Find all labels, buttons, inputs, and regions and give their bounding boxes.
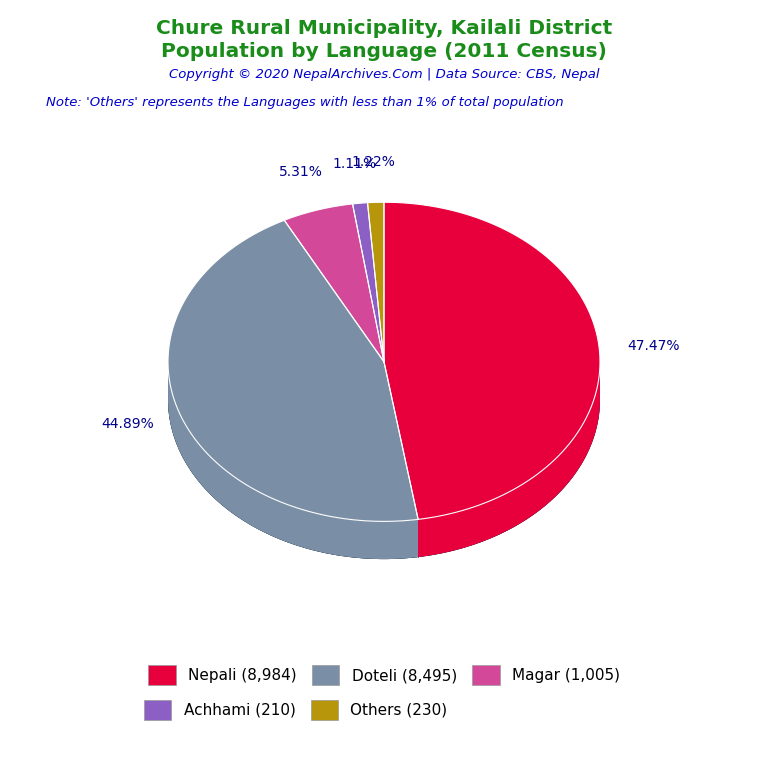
Polygon shape [168,364,418,559]
Text: Copyright © 2020 NepalArchives.Com | Data Source: CBS, Nepal: Copyright © 2020 NepalArchives.Com | Dat… [169,68,599,81]
Text: Note: 'Others' represents the Languages with less than 1% of total population: Note: 'Others' represents the Languages … [46,96,564,109]
Ellipse shape [168,240,600,559]
Polygon shape [384,202,600,519]
Polygon shape [418,364,600,557]
Text: 1.11%: 1.11% [332,157,376,170]
Polygon shape [353,203,384,362]
Text: Population by Language (2011 Census): Population by Language (2011 Census) [161,42,607,61]
Text: Chure Rural Municipality, Kailali District: Chure Rural Municipality, Kailali Distri… [156,19,612,38]
Text: 1.22%: 1.22% [352,155,396,170]
Polygon shape [168,362,600,559]
Text: 47.47%: 47.47% [627,339,680,353]
Polygon shape [284,204,384,362]
Polygon shape [368,202,384,362]
Legend: Achhami (210), Others (230): Achhami (210), Others (230) [137,694,454,726]
Text: 44.89%: 44.89% [101,418,154,432]
Text: 5.31%: 5.31% [279,165,323,179]
Polygon shape [168,220,418,521]
Legend: Nepali (8,984), Doteli (8,495), Magar (1,005): Nepali (8,984), Doteli (8,495), Magar (1… [142,660,626,691]
